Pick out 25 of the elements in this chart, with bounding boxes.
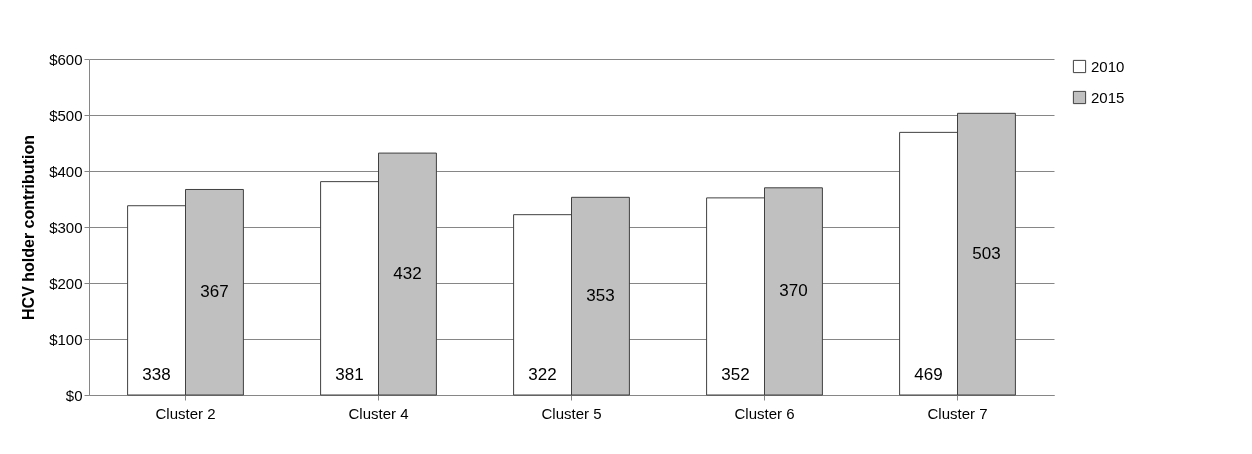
data-label: 338 (142, 364, 171, 384)
data-label: 370 (779, 281, 808, 301)
data-label: 352 (721, 364, 750, 384)
x-tick-label: Cluster 5 (541, 404, 602, 422)
legend-label: 2015 (1091, 88, 1125, 106)
x-tick-label: Cluster 6 (734, 404, 795, 422)
data-label: 322 (528, 364, 557, 384)
y-tick-label: $600 (49, 50, 83, 68)
y-tick-label: $400 (49, 162, 83, 180)
data-label: 432 (393, 264, 422, 284)
y-axis-title: HCV holder contribution (20, 135, 38, 320)
x-tick-label: Cluster 2 (155, 404, 216, 422)
legend-label: 2010 (1091, 57, 1125, 75)
data-label: 381 (335, 364, 364, 384)
data-label: 503 (972, 244, 1001, 264)
y-tick-label: $500 (49, 106, 83, 124)
y-tick-label: $200 (49, 274, 83, 292)
data-label: 353 (586, 286, 615, 306)
x-tick-label: Cluster 4 (348, 404, 409, 422)
data-label: 367 (200, 282, 229, 302)
y-tick-label: $300 (49, 218, 83, 236)
x-tick-label: Cluster 7 (927, 404, 988, 422)
data-label: 469 (914, 364, 943, 384)
y-tick-label: $0 (65, 386, 83, 404)
y-tick-label: $100 (49, 330, 83, 348)
